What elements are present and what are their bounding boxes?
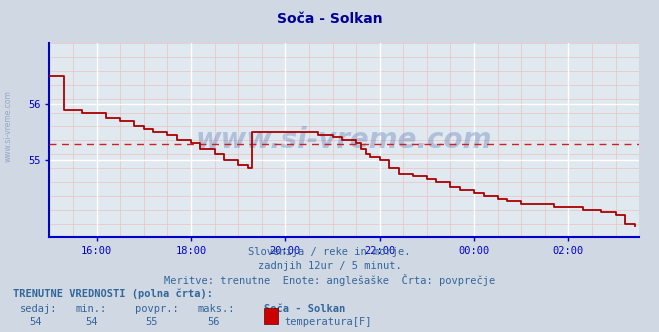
Text: 56: 56 (208, 317, 220, 327)
Text: zadnjih 12ur / 5 minut.: zadnjih 12ur / 5 minut. (258, 261, 401, 271)
Text: TRENUTNE VREDNOSTI (polna črta):: TRENUTNE VREDNOSTI (polna črta): (13, 289, 213, 299)
Text: Meritve: trenutne  Enote: anglešaške  Črta: povprečje: Meritve: trenutne Enote: anglešaške Črta… (164, 274, 495, 286)
Text: maks.:: maks.: (198, 304, 235, 314)
Text: 54: 54 (86, 317, 98, 327)
Text: min.:: min.: (76, 304, 107, 314)
Text: Soča - Solkan: Soča - Solkan (264, 304, 345, 314)
Text: www.si-vreme.com: www.si-vreme.com (196, 126, 492, 154)
Text: www.si-vreme.com: www.si-vreme.com (3, 90, 13, 162)
Text: sedaj:: sedaj: (20, 304, 57, 314)
Text: 55: 55 (145, 317, 158, 327)
Text: Slovenija / reke in morje.: Slovenija / reke in morje. (248, 247, 411, 257)
Text: temperatura[F]: temperatura[F] (285, 317, 372, 327)
Text: povpr.:: povpr.: (135, 304, 179, 314)
Text: 54: 54 (30, 317, 42, 327)
Text: Soča - Solkan: Soča - Solkan (277, 12, 382, 26)
